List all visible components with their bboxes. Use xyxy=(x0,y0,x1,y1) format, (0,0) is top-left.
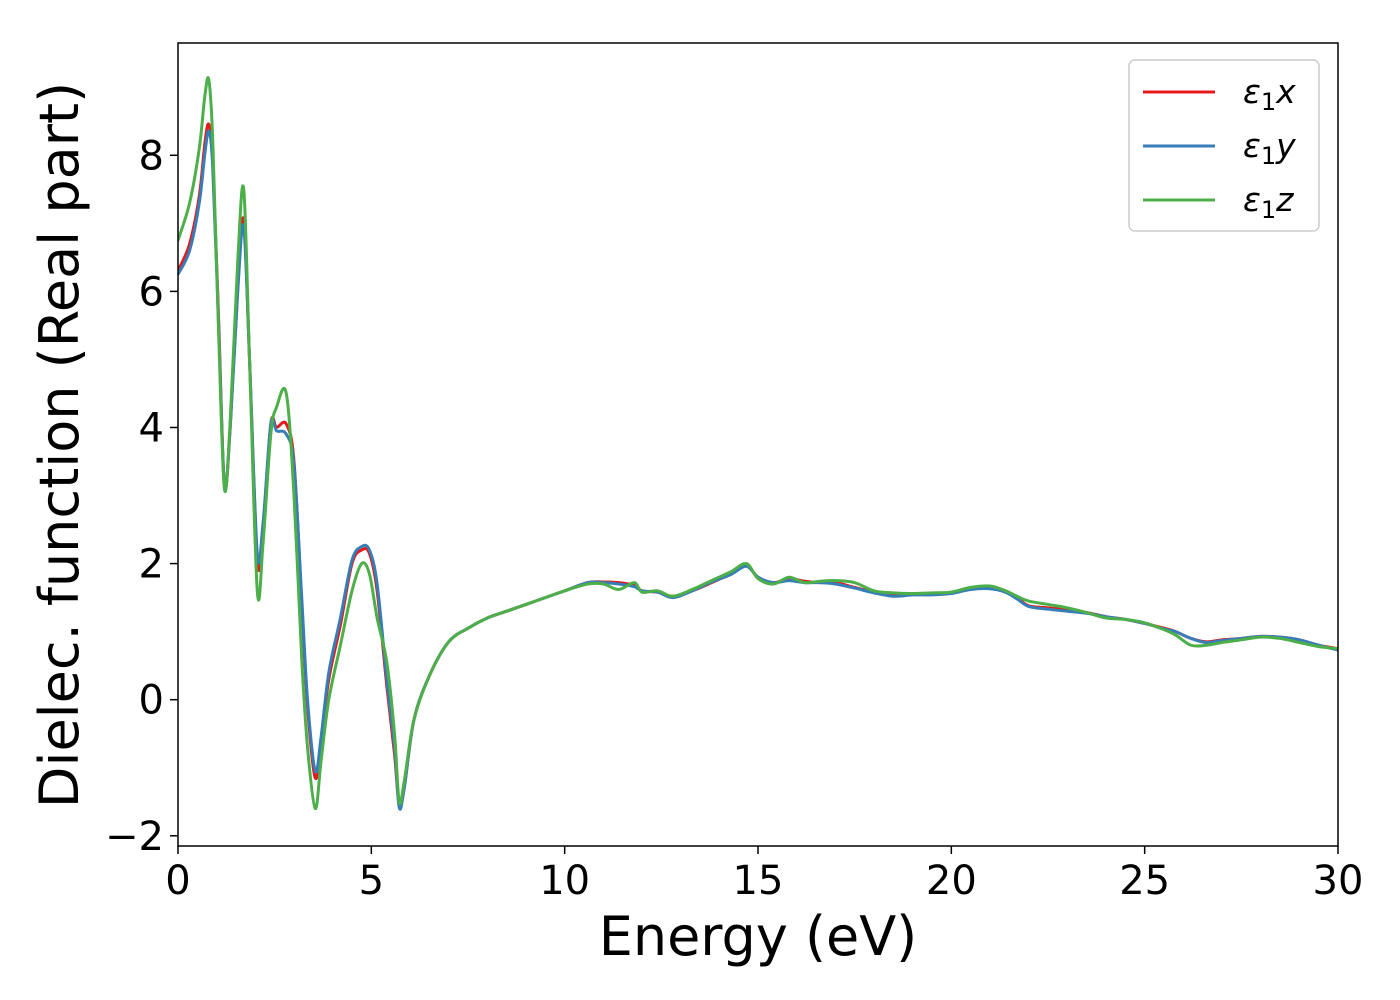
x-tick-label: 20 xyxy=(926,858,977,904)
x-tick-label: 15 xyxy=(733,858,784,904)
x-axis-label: Energy (eV) xyxy=(599,905,918,968)
x-tick-label: 10 xyxy=(539,858,590,904)
legend-label: ε1z xyxy=(1243,180,1294,224)
y-tick-label: 8 xyxy=(139,133,164,179)
series-lines xyxy=(178,76,1338,811)
y-axis-label: Dielec. function (Real part) xyxy=(28,82,91,808)
y-tick-label: 2 xyxy=(139,542,164,588)
y-tick-label: 0 xyxy=(139,678,164,724)
series-line-2 xyxy=(178,76,1338,811)
legend-frame xyxy=(1128,59,1320,232)
x-tick-label: 0 xyxy=(165,858,190,904)
y-tick-label: −2 xyxy=(105,814,164,860)
legend-label: ε1y xyxy=(1243,126,1296,170)
x-tick-label: 5 xyxy=(359,858,384,904)
y-axis-ticks: −2 0 2 4 6 8 xyxy=(105,133,178,860)
y-tick-label: 4 xyxy=(139,405,164,451)
y-tick-label: 6 xyxy=(139,269,164,315)
x-tick-label: 30 xyxy=(1313,858,1364,904)
x-axis-ticks: 0 5 10 15 20 25 30 xyxy=(165,846,1363,904)
x-tick-label: 25 xyxy=(1119,858,1170,904)
legend-label: ε1x xyxy=(1243,72,1296,116)
legend: ε1x ε1y ε1z xyxy=(1128,59,1320,232)
